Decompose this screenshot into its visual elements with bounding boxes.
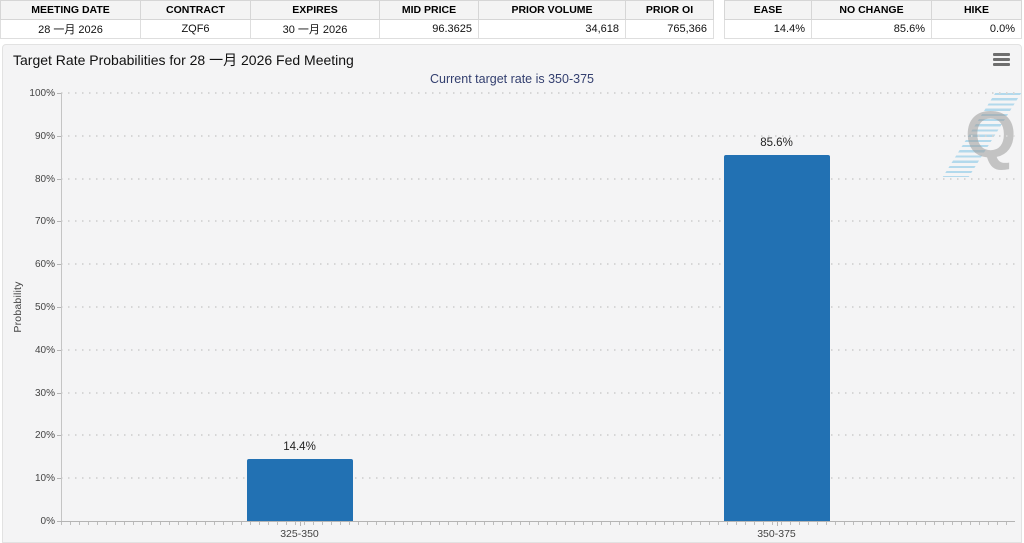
y-tick-label-100: 100% — [29, 88, 55, 99]
y-tick-80 — [57, 178, 61, 180]
x-axis-minor-ticks — [61, 522, 1015, 525]
y-tick-label-30: 30% — [34, 387, 55, 399]
y-tick-60 — [57, 264, 61, 266]
column-header-contract: CONTRACT — [140, 0, 251, 20]
cell-meeting-date: 28 一月 2026 — [0, 19, 141, 39]
y-tick-label-20: 20% — [34, 430, 55, 442]
gridline-100 — [61, 92, 1015, 94]
cell-contract: ZQF6 — [140, 19, 251, 39]
column-header-ease: EASE — [724, 0, 812, 20]
y-tick-label-10: 10% — [34, 473, 55, 485]
gridline-40 — [61, 348, 1015, 351]
chart-subtitle: Current target rate is 350-375 — [430, 72, 594, 86]
chart-title: Target Rate Probabilities for 28 一月 2026… — [13, 52, 354, 68]
gridline-80 — [61, 177, 1015, 180]
bar-value-label-325-350: 14.4% — [283, 441, 316, 454]
probability-table: EASE NO CHANGE HIKE 14.4% 85.6% 0.0% — [724, 0, 1022, 39]
y-tick-40 — [57, 349, 61, 351]
cell-mid-price: 96.3625 — [379, 19, 479, 39]
gridline-90 — [61, 134, 1015, 137]
column-header-prior-volume: PRIOR VOLUME — [478, 0, 626, 20]
column-header-meeting-date: MEETING DATE — [0, 0, 141, 20]
x-axis-line — [61, 521, 1015, 522]
y-axis-line — [61, 93, 62, 521]
probability-bar-chart: Probability 0% 10% 20% 30% 40% 50% 60% 70% 80% 90… — [3, 45, 1023, 543]
column-header-mid-price: MID PRICE — [379, 0, 479, 20]
y-tick-100 — [57, 93, 61, 94]
y-tick-label-60: 60% — [34, 259, 55, 271]
x-tick-325-350 — [299, 522, 301, 526]
x-category-label-350-375: 350-375 — [757, 528, 796, 540]
y-tick-0 — [57, 521, 61, 522]
y-tick-label-40: 40% — [34, 344, 55, 356]
cell-hike: 0.0% — [931, 19, 1022, 39]
bar-325-350[interactable] — [246, 459, 353, 521]
y-tick-90 — [57, 135, 61, 137]
gridline-50 — [61, 306, 1015, 308]
y-tick-30 — [57, 392, 61, 394]
y-tick-label-50: 50% — [34, 302, 55, 313]
column-header-hike: HIKE — [931, 0, 1022, 20]
gridline-10 — [61, 477, 1015, 480]
y-tick-50 — [57, 307, 61, 308]
column-header-prior-oi: PRIOR OI — [625, 0, 714, 20]
cell-no-change: 85.6% — [811, 19, 932, 39]
contract-table: MEETING DATE CONTRACT EXPIRES MID PRICE PRIO… — [0, 0, 714, 39]
cell-expires: 30 一月 2026 — [250, 19, 380, 39]
hamburger-menu-icon[interactable] — [993, 53, 1010, 66]
y-tick-label-90: 90% — [34, 130, 55, 142]
gridline-60 — [61, 263, 1015, 266]
gridline-70 — [61, 220, 1015, 223]
gridline-20 — [61, 434, 1015, 437]
y-tick-70 — [57, 221, 61, 223]
column-header-expires: EXPIRES — [250, 0, 380, 20]
cell-ease: 14.4% — [724, 19, 812, 39]
bar-value-label-350-375: 85.6% — [760, 136, 793, 149]
gridline-30 — [61, 391, 1015, 394]
chart-panel: Target Rate Probabilities for 28 一月 2026… — [2, 44, 1022, 543]
bar-350-375[interactable] — [723, 154, 830, 521]
y-tick-label-0: 0% — [40, 516, 55, 527]
y-tick-20 — [57, 435, 61, 437]
cell-prior-volume: 34,618 — [478, 19, 626, 39]
x-category-label-325-350: 325-350 — [280, 528, 319, 540]
column-header-no-change: NO CHANGE — [811, 0, 932, 20]
cell-prior-oi: 765,366 — [625, 19, 714, 39]
y-tick-label-80: 80% — [34, 173, 55, 185]
summary-tables: MEETING DATE CONTRACT EXPIRES MID PRICE PRIO… — [0, 0, 1022, 39]
y-tick-10 — [57, 478, 61, 480]
y-tick-label-70: 70% — [34, 216, 55, 228]
x-tick-350-375 — [776, 522, 778, 526]
